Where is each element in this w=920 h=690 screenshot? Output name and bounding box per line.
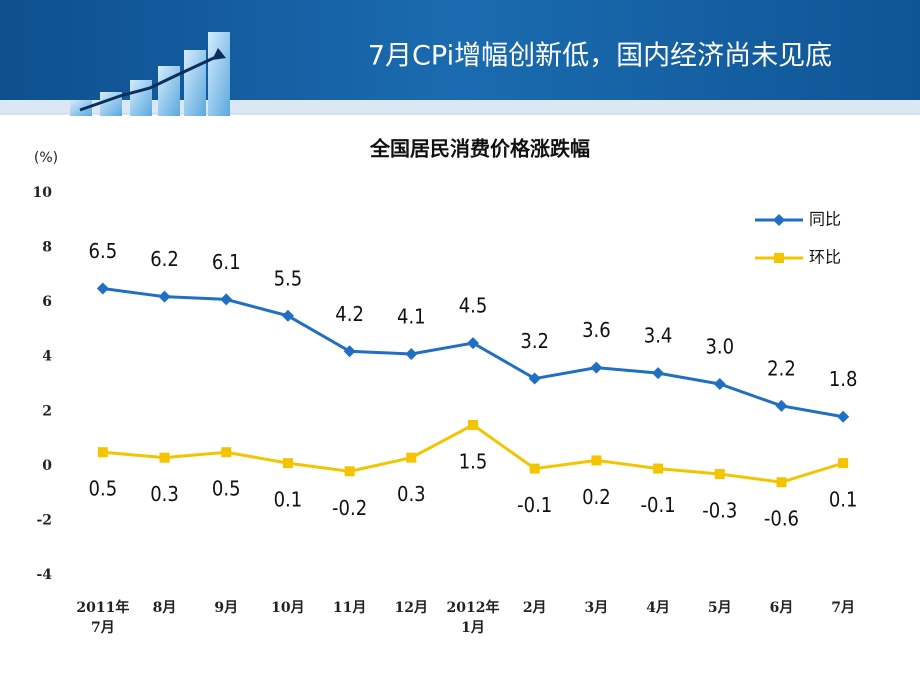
- point: [159, 452, 170, 463]
- x-tick-label: 9月: [214, 600, 239, 616]
- point: [344, 466, 355, 477]
- x-tick-label: 2012年 1月: [446, 600, 500, 636]
- x-tick-label: 12月: [394, 600, 429, 616]
- data-label: 0.1: [274, 488, 303, 512]
- y-tick-label: -2: [36, 512, 52, 528]
- x-tick-label: 4月: [646, 600, 670, 616]
- chart-title: 全国居民消费价格涨跌幅: [369, 137, 590, 161]
- data-label: -0.6: [764, 507, 799, 531]
- point: [281, 309, 294, 322]
- point: [590, 361, 603, 374]
- data-label: 4.5: [459, 294, 488, 318]
- point: [838, 458, 849, 469]
- point: [528, 372, 541, 385]
- x-tick-label: 10月: [271, 600, 305, 616]
- legend-label: 环比: [809, 248, 841, 267]
- point: [714, 469, 725, 480]
- point: [529, 463, 540, 474]
- point: [652, 367, 665, 380]
- point: [775, 399, 788, 412]
- x-tick-label: 11月: [332, 600, 367, 616]
- data-label: 0.5: [212, 477, 241, 501]
- header-band: [0, 0, 920, 100]
- y-unit: (%): [34, 150, 58, 166]
- x-tick-label: 7月: [831, 600, 856, 616]
- y-tick-label: 2: [42, 403, 52, 419]
- legend-marker: [773, 214, 785, 226]
- point: [97, 447, 108, 458]
- legend-marker: [774, 253, 784, 263]
- legend-label: 同比: [809, 210, 841, 229]
- data-label: 0.1: [829, 488, 858, 512]
- point: [653, 463, 664, 474]
- data-label: 0.5: [89, 477, 118, 501]
- data-label: 6.1: [212, 250, 241, 274]
- y-tick-label: 8: [42, 240, 52, 256]
- slide-title: 7月CPi增幅创新低，国内经济尚未见底: [368, 41, 832, 72]
- x-tick-label: 6月: [769, 600, 794, 616]
- data-label: 3.4: [644, 324, 673, 348]
- x-tick-label: 2011年 7月: [76, 600, 130, 636]
- point: [221, 447, 232, 458]
- point: [158, 290, 171, 303]
- data-label: 3.0: [705, 335, 734, 359]
- data-label: 0.2: [582, 485, 611, 509]
- data-label: 4.1: [397, 304, 426, 328]
- data-label: 2.2: [767, 356, 796, 380]
- data-label: 6.5: [89, 239, 118, 263]
- point: [467, 337, 479, 350]
- point: [343, 345, 356, 358]
- data-label: 0.3: [397, 482, 426, 506]
- point: [468, 419, 478, 430]
- y-tick-label: -4: [36, 567, 52, 583]
- x-tick-label: 2月: [522, 600, 547, 616]
- point: [591, 455, 602, 466]
- y-tick-label: 0: [42, 458, 52, 474]
- data-label: -0.1: [641, 493, 676, 517]
- point: [713, 378, 726, 390]
- point: [776, 477, 787, 488]
- data-label: 6.2: [150, 247, 179, 271]
- point: [405, 347, 418, 360]
- x-tick-label: 8月: [152, 600, 177, 616]
- header-icon: [70, 32, 230, 116]
- point: [220, 293, 233, 306]
- data-label: 0.3: [150, 482, 179, 506]
- data-label: -0.3: [702, 499, 737, 523]
- y-tick-label: 4: [42, 349, 52, 365]
- x-tick-label: 5月: [707, 600, 732, 616]
- data-label: -0.2: [332, 496, 367, 520]
- data-label: 3.2: [520, 329, 549, 353]
- x-tick-label: 3月: [584, 600, 609, 616]
- point: [837, 410, 850, 423]
- point: [282, 458, 293, 469]
- y-tick-label: 10: [33, 185, 53, 201]
- data-label: 5.5: [274, 266, 303, 290]
- data-label: 3.6: [582, 318, 611, 342]
- data-label: 1.5: [459, 449, 488, 473]
- data-label: 4.2: [335, 302, 364, 326]
- point: [406, 452, 417, 463]
- data-label: 1.8: [829, 367, 858, 391]
- y-tick-label: 6: [42, 294, 52, 310]
- data-label: -0.1: [517, 493, 552, 517]
- point: [96, 282, 109, 295]
